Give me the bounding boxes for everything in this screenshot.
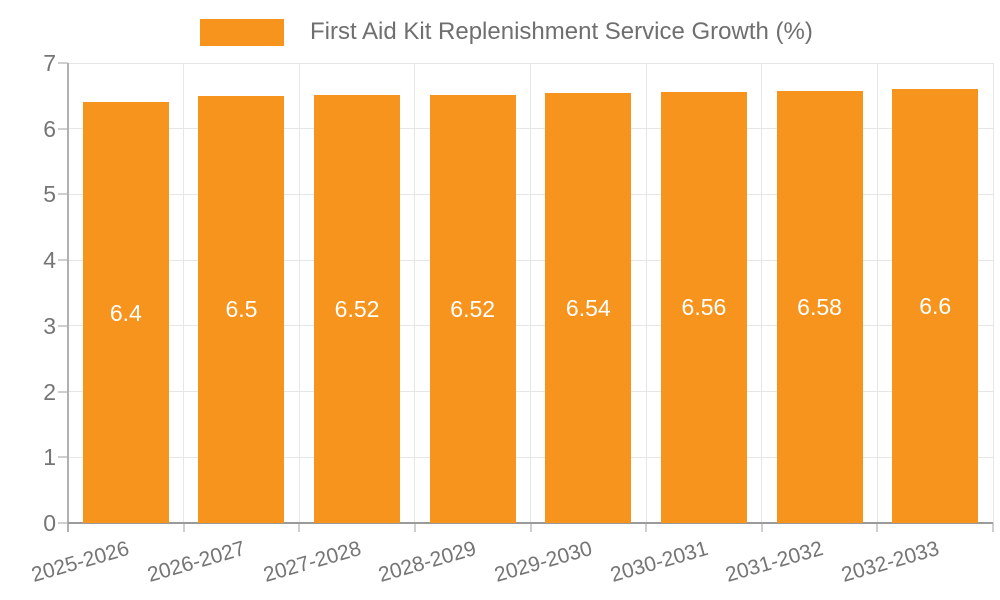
x-gridline <box>298 63 300 523</box>
y-axis-tick-label: 0 <box>43 510 56 536</box>
x-tick <box>876 523 879 532</box>
y-tick <box>58 522 68 524</box>
y-axis-tick-label: 7 <box>43 50 56 76</box>
legend: First Aid Kit Replenishment Service Grow… <box>200 17 813 47</box>
y-axis-tick-label: 1 <box>43 444 56 471</box>
x-tick <box>298 523 301 532</box>
x-tick <box>992 523 994 532</box>
bar: 6.4 <box>82 102 169 523</box>
bar: 6.5 <box>198 95 285 523</box>
bar: 6.52 <box>314 94 401 523</box>
x-gridline <box>414 63 416 523</box>
y-axis-tick-label: 5 <box>43 181 56 208</box>
x-gridline <box>761 63 763 523</box>
bar-value-label: 6.52 <box>450 295 496 322</box>
x-gridline <box>645 63 647 523</box>
bar-value-label: 6.52 <box>334 295 380 322</box>
x-axis-tick-label: 2028-2029 <box>376 537 480 587</box>
bar-value-label: 6.58 <box>797 293 842 320</box>
bar-value-label: 6.56 <box>681 294 727 321</box>
x-axis-tick-label: 2029-2030 <box>491 537 595 587</box>
y-tick <box>58 193 68 196</box>
y-tick <box>58 259 68 262</box>
bar: 6.56 <box>660 91 747 523</box>
y-axis-tick-label: 6 <box>43 115 56 142</box>
x-axis-tick-label: 2025-2026 <box>29 537 133 587</box>
bar-value-label: 6.6 <box>919 293 952 320</box>
y-axis-line <box>67 63 69 532</box>
y-tick <box>58 324 68 327</box>
x-tick <box>413 523 416 532</box>
legend-label: First Aid Kit Replenishment Service Grow… <box>310 18 813 45</box>
y-axis-tick-label: 2 <box>43 378 56 405</box>
x-tick <box>529 523 532 532</box>
bar-value-label: 6.5 <box>225 296 258 323</box>
bar-value-label: 6.4 <box>109 299 142 326</box>
y-tick <box>58 456 68 459</box>
x-axis-tick-label: 2027-2028 <box>260 537 364 587</box>
y-axis-tick-label: 4 <box>43 247 56 274</box>
x-tick <box>760 523 763 532</box>
x-gridline <box>992 63 994 523</box>
bar: 6.58 <box>776 90 863 523</box>
x-axis-line <box>68 522 993 524</box>
y-tick <box>58 62 68 64</box>
x-gridline <box>530 63 531 523</box>
x-tick <box>645 523 648 532</box>
bar: 6.52 <box>429 94 516 523</box>
x-gridline <box>876 63 878 523</box>
x-axis-tick-label: 2031-2032 <box>723 537 826 587</box>
y-tick <box>58 127 68 130</box>
x-axis-tick-label: 2026-2027 <box>144 537 248 587</box>
bar: 6.6 <box>892 89 979 523</box>
bar: 6.54 <box>545 93 632 523</box>
x-tick <box>182 523 185 532</box>
x-axis-tick-label: 2030-2031 <box>607 537 711 587</box>
bar-value-label: 6.54 <box>565 295 611 322</box>
legend-swatch <box>200 18 284 46</box>
y-axis-tick-label: 3 <box>43 312 56 339</box>
y-tick <box>58 390 68 393</box>
x-gridline <box>183 63 185 523</box>
x-axis-tick-label: 2032-2033 <box>838 537 942 587</box>
